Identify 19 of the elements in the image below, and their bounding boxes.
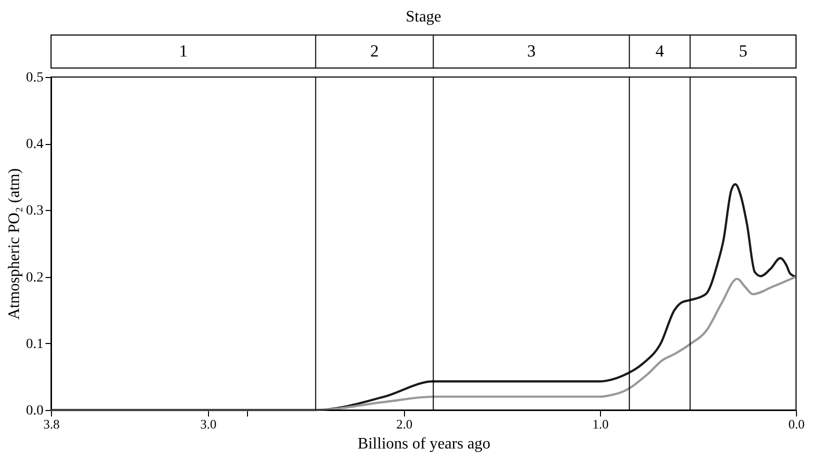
y-tick-label: 0.5 (26, 70, 44, 86)
x-tick-label: 1.0 (592, 416, 609, 432)
y-tick-label: 0.2 (26, 270, 44, 286)
chart-title: Stage (406, 8, 442, 26)
text: 1 (179, 42, 188, 60)
text: 4 (655, 42, 664, 60)
x-axis-title: Billions of years ago (358, 436, 490, 452)
y-tick-label: 0.1 (26, 336, 44, 352)
y-axis-title: Atmospheric PO₂ (atm) (6, 168, 23, 320)
x-tick-label: 2.0 (396, 416, 413, 432)
text: 3 (527, 42, 536, 60)
text: 2 (370, 42, 379, 60)
x-tick-label: 3.0 (200, 416, 216, 432)
y-tick-label: 0.3 (26, 204, 44, 219)
x-tick-label: 3.8 (43, 416, 60, 432)
y-tick-label: 0.4 (26, 137, 44, 152)
y-tick-label: 0.0 (26, 404, 44, 418)
text: 5 (738, 42, 748, 60)
x-tick-label: 0.0 (788, 416, 805, 432)
